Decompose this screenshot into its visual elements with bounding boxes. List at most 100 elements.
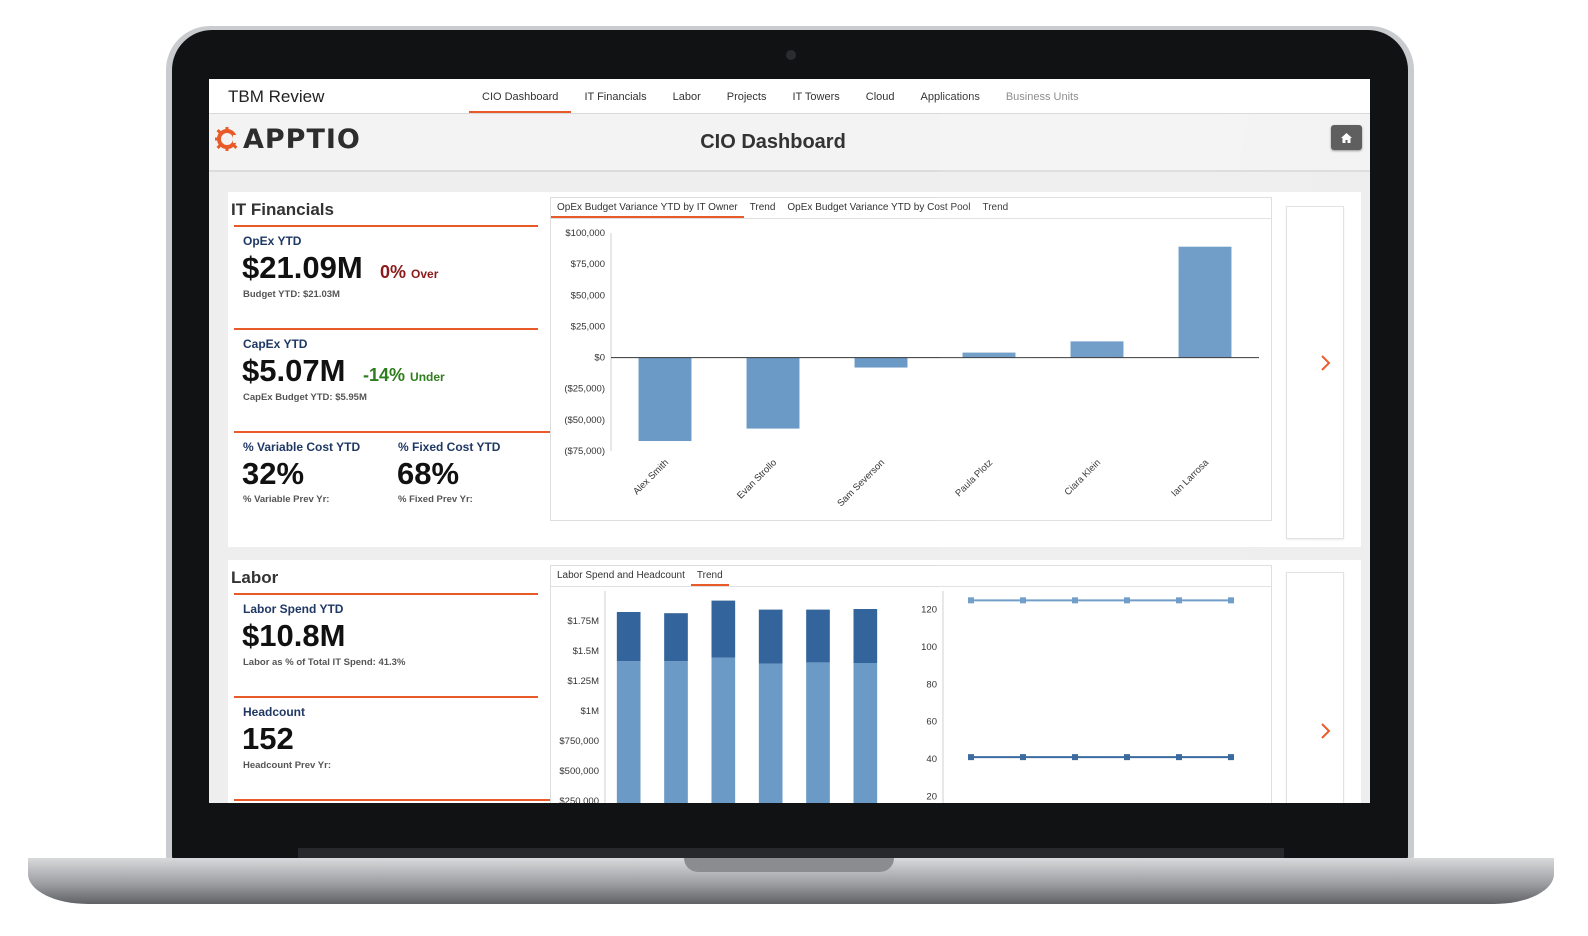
dashboard-header: APPTIO CIO Dashboard	[209, 114, 1370, 172]
y-tick-label: $1.25M	[567, 676, 599, 687]
y-tick-label: ($75,000)	[564, 446, 605, 457]
capex-delta-value: -14%	[363, 365, 406, 385]
series-point	[1228, 597, 1234, 604]
tab-cloud[interactable]: Cloud	[865, 91, 895, 103]
tab-trend[interactable]: Trend	[749, 202, 776, 213]
x-tick-label: Ian Larrosa	[1169, 457, 1211, 499]
y-tick-label: $50,000	[571, 290, 605, 301]
page-title: CIO Dashboard	[700, 131, 846, 153]
labor-spend-chart: $1.75M $1.5M $1.25M $1M $750,000 $500,000 $250…	[559, 591, 878, 803]
labor-spend-value: $10.8M	[242, 618, 346, 653]
tab-projects[interactable]: Projects	[726, 91, 767, 103]
tab-opex-variance-by-owner[interactable]: OpEx Budget Variance YTD by IT Owner	[551, 198, 744, 218]
gear-logo-icon	[215, 127, 239, 151]
bar-segment-upper	[664, 613, 688, 662]
opex-delta-value: 0%	[380, 262, 407, 282]
y-tick-label: 20	[926, 791, 937, 802]
y-tick-label: $750,000	[559, 736, 599, 747]
labor-title: Labor	[231, 568, 279, 587]
bar-segment-lower	[758, 663, 783, 803]
headcount-prev-yr: Headcount Prev Yr:	[243, 760, 331, 771]
capex-delta-word: Under	[410, 370, 445, 384]
headcount-label: Headcount	[243, 705, 306, 719]
nav-tabs: CIO Dashboard IT Financials Labor Projec…	[469, 79, 1092, 113]
bar-segment-lower	[853, 663, 878, 803]
variable-prev-yr: % Variable Prev Yr:	[243, 494, 330, 505]
headcount-value: 152	[242, 721, 294, 756]
tab-applications[interactable]: Applications	[920, 91, 980, 103]
x-tick-label: Alex Smith	[631, 457, 671, 497]
tab-business-units[interactable]: Business Units	[1005, 91, 1079, 103]
divider	[234, 593, 538, 595]
y-tick-label: 60	[926, 717, 937, 728]
opex-delta: 0% Over	[380, 262, 438, 283]
opex-label: OpEx YTD	[243, 234, 302, 248]
tab-opex-variance-by-cost-pool[interactable]: OpEx Budget Variance YTD by Cost Pool	[787, 202, 971, 213]
tab-trend[interactable]: Trend	[982, 202, 1009, 213]
laptop-base-notch	[684, 858, 894, 872]
y-tick-label: 80	[926, 679, 937, 690]
home-icon	[1341, 132, 1352, 143]
y-tick-label: $75,000	[571, 259, 605, 270]
bar-segment-lower	[711, 657, 736, 803]
series-point	[1124, 597, 1130, 604]
labor-chart-card: Labor Spend and Headcount Trend $1.75M $1…	[550, 565, 1272, 803]
bar-segment-lower	[616, 661, 641, 803]
series-point	[968, 597, 974, 604]
bar-segment-upper	[853, 609, 878, 663]
home-button[interactable]	[1331, 125, 1362, 150]
y-tick-label: 40	[926, 754, 937, 765]
capex-label: CapEx YTD	[243, 337, 308, 351]
bar	[854, 357, 908, 368]
it-financials-panel: IT Financials OpEx YTD $21.09M 0% Over B…	[228, 192, 1361, 547]
bar-segment-upper	[758, 609, 783, 664]
divider	[234, 431, 550, 433]
chevron-right-icon[interactable]	[1314, 720, 1336, 742]
it-financials-title: IT Financials	[231, 200, 334, 219]
tab-it-towers[interactable]: IT Towers	[792, 91, 840, 103]
divider	[234, 799, 550, 801]
fixed-cost-label: % Fixed Cost YTD	[398, 440, 501, 454]
opex-delta-word: Over	[411, 267, 439, 281]
series-point	[1124, 754, 1130, 761]
divider	[234, 328, 538, 330]
bar	[746, 357, 800, 429]
chart-tabs: Labor Spend and Headcount Trend	[551, 566, 1271, 587]
series-point	[1072, 754, 1078, 761]
y-tick-label: $500,000	[559, 766, 599, 777]
variable-cost-value: 32%	[242, 456, 305, 491]
series-point	[1228, 754, 1234, 761]
y-tick-label: $250,000	[559, 796, 599, 803]
series-point	[1072, 597, 1078, 604]
tab-labor[interactable]: Labor	[672, 91, 701, 103]
bar	[638, 357, 692, 442]
fixed-prev-yr: % Fixed Prev Yr:	[398, 494, 473, 505]
logo-text: APPTIO	[243, 123, 361, 155]
series-point	[1020, 597, 1026, 604]
y-tick-label: $0	[594, 353, 605, 364]
y-tick-label: $1M	[581, 706, 600, 717]
capex-budget: CapEx Budget YTD: $5.95M	[243, 392, 367, 403]
bar	[962, 352, 1016, 358]
divider	[234, 225, 538, 227]
bar-segment-upper	[711, 600, 736, 658]
y-tick-label: $1.75M	[567, 616, 599, 627]
y-tick-label: ($50,000)	[564, 415, 605, 426]
bar-segment-lower	[664, 661, 688, 803]
chevron-right-icon[interactable]	[1314, 352, 1336, 374]
webcam	[786, 50, 796, 60]
bar	[1070, 341, 1124, 358]
next-panel-card	[1286, 572, 1344, 803]
bar-segment-upper	[806, 609, 830, 663]
screen: TBM Review CIO Dashboard IT Financials L…	[209, 79, 1370, 803]
bar-segment-upper	[616, 612, 641, 662]
tab-cio-dashboard[interactable]: CIO Dashboard	[469, 79, 572, 113]
x-tick-label: Ciara Klein	[1062, 457, 1103, 498]
x-tick-label: Sam Severson	[835, 457, 887, 509]
tab-trend[interactable]: Trend	[690, 566, 729, 586]
capex-delta: -14% Under	[363, 365, 445, 386]
y-tick-label: 120	[921, 605, 937, 616]
y-tick-label: $25,000	[571, 321, 605, 332]
tab-it-financials[interactable]: IT Financials	[584, 91, 647, 103]
tab-labor-spend-headcount[interactable]: Labor Spend and Headcount	[557, 570, 685, 581]
